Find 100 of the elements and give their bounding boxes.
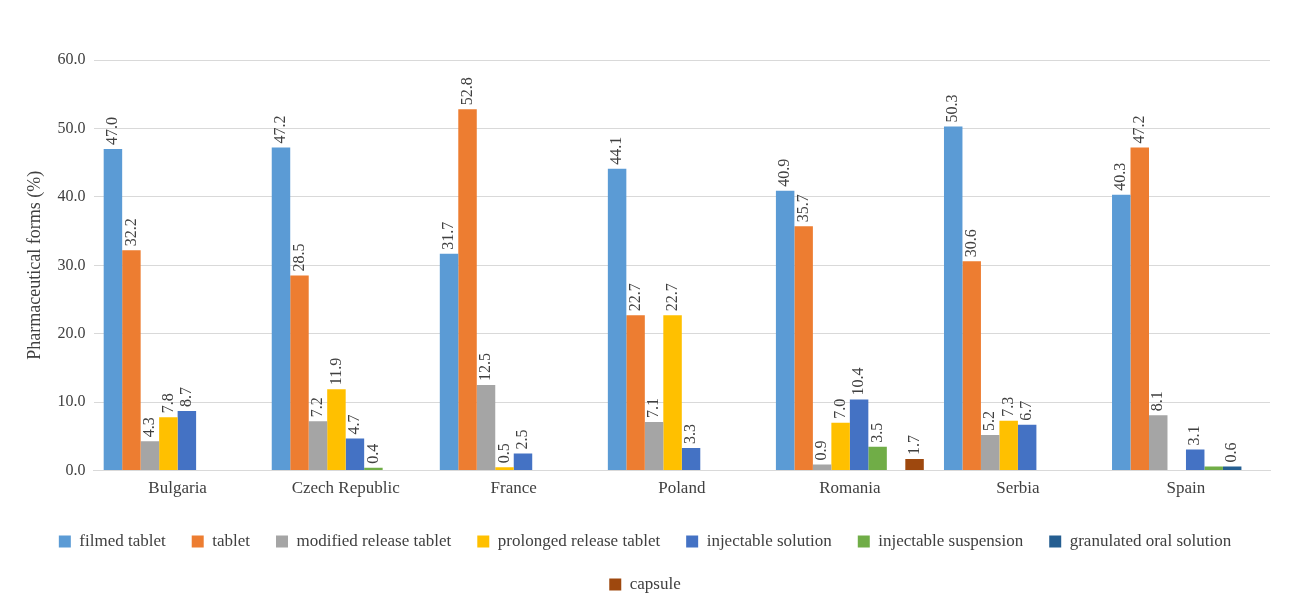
bar xyxy=(1149,415,1168,471)
data-label: 52.8 xyxy=(457,77,475,106)
data-label: 22.7 xyxy=(625,283,643,312)
y-axis-title: Pharmaceutical forms (%) xyxy=(23,170,45,360)
data-label: 47.2 xyxy=(1129,115,1147,144)
bar xyxy=(980,435,1000,471)
legend-label: prolonged release tablet xyxy=(497,530,661,550)
x-tick-label: Bulgaria xyxy=(148,478,208,498)
bar xyxy=(364,467,383,471)
bar xyxy=(626,315,645,471)
bar xyxy=(1185,449,1205,471)
data-label: 10.4 xyxy=(849,367,867,396)
bar xyxy=(962,261,981,471)
bar xyxy=(999,420,1018,471)
bar xyxy=(476,385,496,471)
bar xyxy=(513,453,533,471)
bar xyxy=(495,467,514,471)
data-label: 22.7 xyxy=(662,283,680,312)
x-tick-label: Czech Republic xyxy=(291,478,401,498)
data-label: 8.7 xyxy=(177,387,195,408)
y-tick-label: 60.0 xyxy=(57,50,86,68)
data-label: 7.0 xyxy=(830,398,848,419)
data-label: 4.7 xyxy=(345,414,363,435)
data-label: 44.1 xyxy=(607,136,625,165)
data-label: 2.5 xyxy=(513,429,531,450)
data-label: 47.0 xyxy=(103,116,121,145)
data-label: 40.3 xyxy=(1111,162,1129,191)
data-label: 11.9 xyxy=(326,357,344,386)
data-label: 0.5 xyxy=(494,443,512,464)
y-tick-label: 0.0 xyxy=(65,460,86,478)
bar xyxy=(812,464,832,471)
bar xyxy=(1222,466,1242,471)
data-label: 0.9 xyxy=(812,440,830,461)
data-label: 47.2 xyxy=(271,115,289,144)
x-tick-label: Romania xyxy=(819,478,881,498)
legend-label: injectable suspension xyxy=(878,530,1024,550)
bar xyxy=(439,253,459,471)
data-label: 3.3 xyxy=(681,424,699,445)
bar xyxy=(663,315,682,471)
y-tick-label: 30.0 xyxy=(57,255,86,273)
data-label: 3.5 xyxy=(867,422,885,443)
bar xyxy=(775,190,795,471)
data-label: 35.7 xyxy=(793,194,811,223)
data-label: 12.5 xyxy=(476,353,494,382)
data-label: 30.6 xyxy=(961,229,979,258)
y-tick-label: 20.0 xyxy=(57,323,86,341)
data-label: 1.7 xyxy=(904,434,922,455)
legend-label: injectable solution xyxy=(706,530,833,550)
x-tick-label: France xyxy=(490,478,537,498)
bar xyxy=(308,421,328,471)
data-label: 40.9 xyxy=(775,158,793,187)
bar xyxy=(327,389,346,471)
data-label: 7.1 xyxy=(644,398,662,419)
bar xyxy=(607,168,627,471)
data-label: 6.7 xyxy=(1017,400,1035,421)
legend-label: filmed tablet xyxy=(79,530,166,550)
bar xyxy=(159,417,178,471)
data-label: 3.1 xyxy=(1185,425,1203,446)
bar xyxy=(868,446,887,471)
legend-label: granulated oral solution xyxy=(1069,530,1232,550)
x-tick-label: Serbia xyxy=(996,478,1041,498)
data-label: 31.7 xyxy=(439,221,457,250)
data-label: 50.3 xyxy=(943,94,961,123)
bar xyxy=(290,275,309,471)
bar xyxy=(271,147,291,471)
bar xyxy=(103,148,123,471)
bar xyxy=(122,250,141,471)
data-label: 0.6 xyxy=(1222,442,1240,463)
y-tick-label: 40.0 xyxy=(57,187,86,205)
data-label: 7.3 xyxy=(998,396,1016,417)
bar xyxy=(1017,424,1037,471)
x-tick-label: Spain xyxy=(1166,478,1206,498)
bar xyxy=(831,422,850,471)
bar xyxy=(943,126,963,471)
bar xyxy=(681,448,701,471)
y-tick-label: 50.0 xyxy=(57,118,86,136)
bar xyxy=(794,226,813,471)
data-label: 5.2 xyxy=(980,411,998,432)
bar xyxy=(140,441,160,471)
bar xyxy=(177,411,197,471)
data-label: 28.5 xyxy=(289,243,307,272)
legend-label: tablet xyxy=(212,530,251,550)
bar xyxy=(644,422,664,471)
bar xyxy=(458,109,477,471)
bar xyxy=(1112,194,1131,471)
x-tick-label: Poland xyxy=(658,478,706,498)
data-label: 7.2 xyxy=(308,397,326,418)
bar xyxy=(1204,466,1223,471)
bar xyxy=(905,458,924,471)
data-label: 4.3 xyxy=(140,417,158,438)
y-tick-label: 10.0 xyxy=(57,392,86,410)
data-label: 8.1 xyxy=(1148,391,1166,412)
legend-label: modified release tablet xyxy=(296,530,452,550)
bar xyxy=(345,438,365,471)
bar xyxy=(849,399,869,471)
legend-label: capsule xyxy=(629,573,681,593)
data-label: 0.4 xyxy=(363,443,381,464)
bar xyxy=(1130,147,1149,471)
data-label: 7.8 xyxy=(158,393,176,414)
data-label: 32.2 xyxy=(121,218,139,247)
